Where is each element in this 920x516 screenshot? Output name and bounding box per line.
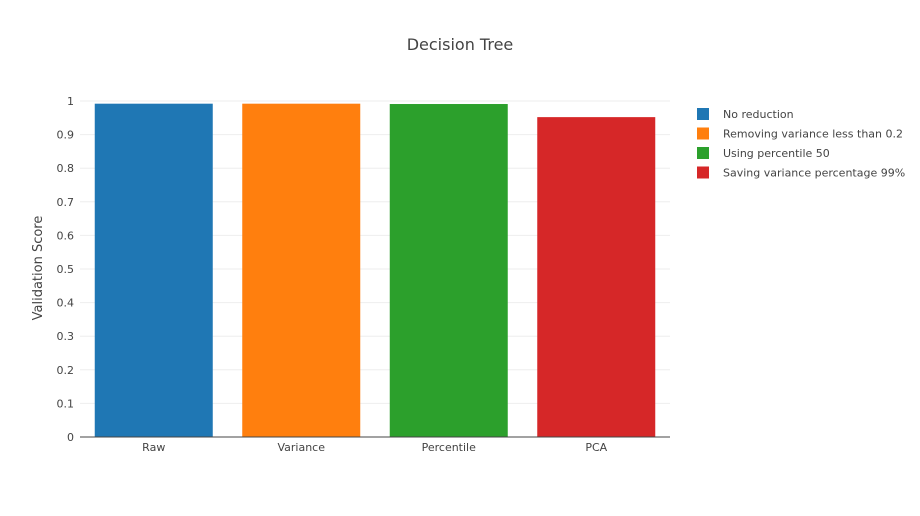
y-tick-label: 0.9 <box>57 129 75 142</box>
axes: 0 0.1 0.2 0.3 0.4 0.5 0.6 0.7 0.8 0.9 1 Raw Variance… <box>57 95 670 454</box>
x-tick-label: PCA <box>585 441 607 454</box>
legend-label: Saving variance percentage 99% <box>723 167 905 180</box>
bar-pca[interactable] <box>537 117 656 438</box>
legend[interactable]: No reduction Removing variance less than … <box>697 108 905 180</box>
y-tick-label: 0.4 <box>57 297 75 310</box>
y-tick-label: 0.1 <box>57 397 75 410</box>
y-tick-label: 0.2 <box>57 364 75 377</box>
legend-swatch <box>697 108 709 120</box>
legend-label: Removing variance less than 0.2 <box>723 128 903 141</box>
y-tick-label: 0.6 <box>57 229 75 242</box>
x-tick-label: Variance <box>277 441 325 454</box>
y-tick-label: 0.5 <box>57 263 75 276</box>
legend-item[interactable]: No reduction <box>697 108 794 121</box>
y-tick-label: 0.3 <box>57 330 75 343</box>
bar-variance[interactable] <box>242 103 361 438</box>
bars <box>94 103 656 438</box>
chart-title: Decision Tree <box>407 35 514 54</box>
y-tick-label: 0.7 <box>57 196 75 209</box>
bar-percentile[interactable] <box>389 104 508 438</box>
y-axis-title: Validation Score <box>31 216 46 321</box>
legend-item[interactable]: Using percentile 50 <box>697 147 830 160</box>
x-tick-label: Raw <box>142 441 165 454</box>
y-tick-label: 1 <box>67 95 74 108</box>
y-tick-label: 0 <box>67 431 74 444</box>
legend-swatch <box>697 127 709 140</box>
x-tick-label: Percentile <box>422 441 477 454</box>
bar-raw[interactable] <box>94 103 213 438</box>
legend-swatch <box>697 166 709 179</box>
legend-item[interactable]: Removing variance less than 0.2 <box>697 127 903 141</box>
legend-label: No reduction <box>723 108 794 121</box>
legend-label: Using percentile 50 <box>723 147 830 160</box>
legend-item[interactable]: Saving variance percentage 99% <box>697 166 905 180</box>
y-tick-label: 0.8 <box>57 162 75 175</box>
legend-swatch <box>697 147 709 159</box>
